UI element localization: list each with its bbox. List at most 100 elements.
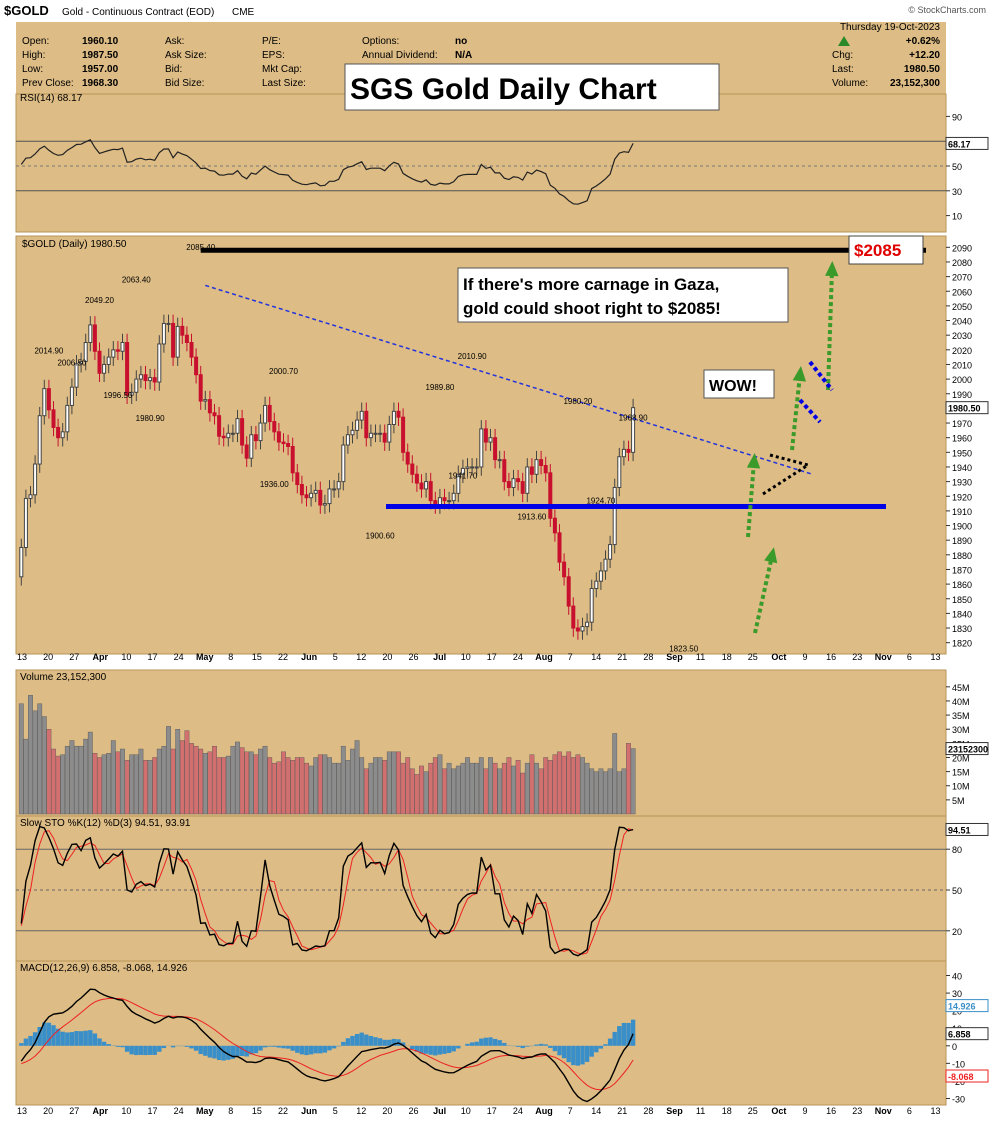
macd-histogram-bar <box>97 1038 101 1045</box>
price-point-label: 1980.90 <box>136 414 165 423</box>
price-point-label: 2010.90 <box>458 352 487 361</box>
volume-bar <box>553 755 557 814</box>
stochastic-panel-label: Slow STO %K(12) %D(3) 94.51, 93.91 <box>20 818 191 829</box>
volume-bar <box>300 757 304 814</box>
volume-bar <box>594 772 598 814</box>
macd-histogram-bar <box>203 1046 207 1056</box>
macd-panel-label: MACD(12,26,9) 6.858, -8.068, 14.926 <box>20 963 188 974</box>
volume-bar <box>185 731 189 814</box>
volume-bar <box>608 769 612 814</box>
volume-bar <box>208 752 212 814</box>
candle-body <box>360 411 363 420</box>
x-tick-label: 6 <box>907 652 912 662</box>
candle-body <box>181 326 184 335</box>
macd-histogram-bar <box>134 1046 138 1055</box>
candle-body <box>429 482 432 501</box>
candle-body <box>590 589 593 623</box>
stat-value: N/A <box>455 50 472 61</box>
volume-bar <box>410 769 414 814</box>
volume-bar <box>107 753 111 814</box>
volume-bar <box>272 763 276 814</box>
y-tick-label: 20 <box>952 927 962 937</box>
volume-bar <box>28 695 32 814</box>
volume-bar <box>134 755 138 814</box>
x-tick-label: 18 <box>722 1106 732 1116</box>
candle-body <box>521 482 524 494</box>
volume-bar <box>337 763 341 814</box>
stat-value: 23,152,300 <box>890 78 940 89</box>
x-tick-label: 17 <box>487 652 497 662</box>
candle-body <box>227 433 230 437</box>
stat-value: 1957.00 <box>82 64 119 75</box>
macd-histogram-bar <box>346 1038 350 1046</box>
x-tick-label: 10 <box>461 1106 471 1116</box>
candle-body <box>494 438 497 460</box>
y-tick-label: 2090 <box>952 243 972 253</box>
candle-body <box>300 485 303 495</box>
y-tick-label: 1940 <box>952 463 972 473</box>
y-tick-label: 1880 <box>952 551 972 561</box>
candle-body <box>222 436 225 437</box>
stat-value: 1960.10 <box>82 36 119 47</box>
stat-label: Chg: <box>832 50 853 61</box>
macd-histogram-bar <box>332 1046 336 1049</box>
y-tick-label: 45M <box>952 683 970 693</box>
symbol-text: $GOLD <box>4 3 49 18</box>
last-value-label: -8.068 <box>948 1072 974 1082</box>
y-tick-label: 5M <box>952 796 965 806</box>
macd-histogram-bar <box>544 1044 548 1045</box>
stat-value: 1980.50 <box>904 64 941 75</box>
x-tick-label: 8 <box>228 652 233 662</box>
x-tick-label: 18 <box>722 652 732 662</box>
x-tick-label: 22 <box>278 1106 288 1116</box>
macd-histogram-bar <box>143 1046 147 1055</box>
volume-bar <box>245 752 249 814</box>
stochastic-panel-bg <box>16 816 946 961</box>
macd-histogram-bar <box>323 1046 327 1053</box>
candle-body <box>208 400 211 413</box>
volume-bar <box>263 746 267 814</box>
macd-histogram-bar <box>452 1046 456 1052</box>
macd-histogram-bar <box>314 1046 318 1054</box>
price-point-label: 2063.40 <box>122 275 151 284</box>
volume-bar <box>465 757 469 814</box>
x-tick-label: Jun <box>301 1106 317 1116</box>
last-value-label: 68.17 <box>948 139 971 149</box>
price-point-label: 1989.80 <box>425 383 454 392</box>
y-tick-label: 2070 <box>952 273 972 283</box>
x-tick-label: 27 <box>69 652 79 662</box>
candle-body <box>89 325 92 343</box>
candle-body <box>346 435 349 445</box>
volume-bar <box>180 741 184 814</box>
volume-bar <box>203 753 207 814</box>
candle-body <box>24 498 27 547</box>
candle-body <box>282 442 285 443</box>
stat-value: 1968.30 <box>82 78 119 89</box>
stat-label: EPS: <box>262 50 285 61</box>
volume-bar <box>484 769 488 814</box>
x-tick-label: 26 <box>408 652 418 662</box>
macd-histogram-bar <box>309 1046 313 1055</box>
macd-histogram-bar <box>557 1046 561 1055</box>
macd-histogram-bar <box>617 1026 621 1046</box>
candle-body <box>484 429 487 442</box>
macd-histogram-bar <box>281 1046 285 1048</box>
candle-body <box>268 405 271 421</box>
stat-label: Mkt Cap: <box>262 64 302 75</box>
volume-bar <box>571 757 575 814</box>
volume-bar <box>521 773 525 814</box>
x-tick-label: 10 <box>461 652 471 662</box>
candle-body <box>365 411 368 437</box>
x-tick-label: Oct <box>771 1106 786 1116</box>
volume-bar <box>171 749 175 814</box>
macd-histogram-bar <box>74 1031 78 1046</box>
x-tick-label: 20 <box>43 652 53 662</box>
volume-bar <box>493 763 497 814</box>
volume-bar <box>102 755 106 814</box>
volume-bar <box>548 760 552 814</box>
x-tick-label: Apr <box>93 1106 109 1116</box>
volume-bar <box>392 752 396 814</box>
candle-body <box>70 387 73 405</box>
volume-bar <box>189 743 193 814</box>
candle-body <box>517 479 520 482</box>
